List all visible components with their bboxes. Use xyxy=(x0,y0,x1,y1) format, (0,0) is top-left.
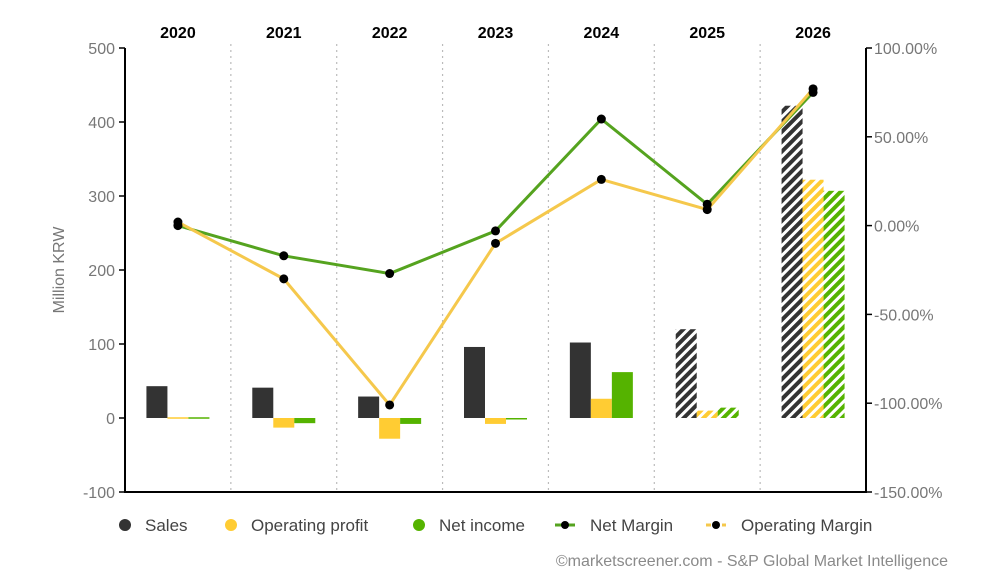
legend-swatch-icon xyxy=(225,519,237,531)
legend-item[interactable]: Net Margin xyxy=(555,516,673,535)
operating-margin-point[interactable] xyxy=(173,217,183,227)
left-tick-label: -100 xyxy=(83,485,115,502)
operating-profit-bar[interactable] xyxy=(590,398,612,418)
left-tick-label: 100 xyxy=(88,337,115,354)
net-margin-point[interactable] xyxy=(279,251,289,261)
sales-bar[interactable] xyxy=(781,105,803,418)
legend-swatch-icon xyxy=(119,519,131,531)
grid-layer xyxy=(230,44,761,492)
left-tick-label: 300 xyxy=(88,189,115,206)
legend-label: Sales xyxy=(145,516,188,535)
legend-swatch-icon xyxy=(413,519,425,531)
net-income-bar[interactable] xyxy=(400,418,422,424)
left-tick-label: 400 xyxy=(88,115,115,132)
operating-margin-point[interactable] xyxy=(385,400,395,410)
net-margin-point[interactable] xyxy=(385,269,395,279)
legend-layer: Sales Operating profit Net income Net Margi… xyxy=(119,516,872,535)
net-margin-point[interactable] xyxy=(491,226,500,236)
y-axis-title: Million KRW xyxy=(51,226,68,314)
right-tick-label: 0.00% xyxy=(874,219,919,236)
net-income-bar[interactable] xyxy=(506,418,527,420)
operating-profit-bar[interactable] xyxy=(485,418,506,424)
year-label: 2020 xyxy=(160,25,196,42)
operating-margin-point[interactable] xyxy=(702,205,712,215)
right-tick-label: -50.00% xyxy=(874,307,934,324)
year-label: 2026 xyxy=(795,25,831,42)
right-tick-label: -150.00% xyxy=(874,485,943,502)
operating-profit-bar[interactable] xyxy=(273,418,295,428)
sales-bar[interactable] xyxy=(252,387,274,418)
sales-bar[interactable] xyxy=(358,396,380,418)
lines-layer xyxy=(173,84,818,410)
net-income-bar[interactable] xyxy=(188,417,210,419)
right-tick-label: 100.00% xyxy=(874,41,937,58)
operating-margin-point[interactable] xyxy=(596,174,606,184)
operating-profit-bar[interactable] xyxy=(696,410,718,418)
net-income-bar[interactable] xyxy=(717,407,739,418)
operating-margin-point[interactable] xyxy=(279,274,289,284)
year-label: 2021 xyxy=(266,25,302,42)
legend-item[interactable]: Sales xyxy=(119,516,188,535)
right-tick-label: -100.00% xyxy=(874,396,943,413)
legend-label: Net Margin xyxy=(590,516,673,535)
sales-bar[interactable] xyxy=(146,386,168,418)
year-label: 2024 xyxy=(584,25,620,42)
operating-profit-bar[interactable] xyxy=(167,417,189,419)
net-income-bar[interactable] xyxy=(611,372,633,418)
legend-item[interactable]: Operating profit xyxy=(225,516,368,535)
legend-label: Operating Margin xyxy=(741,516,872,535)
legend-label: Net income xyxy=(439,516,525,535)
legend-marker-icon xyxy=(561,521,569,529)
net-income-bar[interactable] xyxy=(294,418,316,424)
labels-layer: -100 0 100 200 300 400 500 100.00% 50.00% 0.00% -5… xyxy=(51,25,943,502)
credit-text: ©marketscreener.com - S&P Global Market … xyxy=(556,553,948,570)
year-label: 2022 xyxy=(372,25,408,42)
bars-layer xyxy=(146,105,845,439)
legend-marker-icon xyxy=(712,521,720,529)
right-tick-label: 50.00% xyxy=(874,130,928,147)
year-label: 2025 xyxy=(689,25,725,42)
operating-profit-bar[interactable] xyxy=(379,418,401,439)
operating-profit-bar[interactable] xyxy=(802,179,824,418)
net-income-bar[interactable] xyxy=(823,190,845,418)
sales-bar[interactable] xyxy=(675,329,697,418)
legend-item[interactable]: Operating Margin xyxy=(706,516,872,535)
legend-item[interactable]: Net income xyxy=(413,516,525,535)
operating-margin-point[interactable] xyxy=(491,238,500,248)
operating-margin-point[interactable] xyxy=(808,84,818,94)
legend-label: Operating profit xyxy=(251,516,368,535)
sales-bar[interactable] xyxy=(569,342,591,418)
axes-layer xyxy=(119,47,872,493)
net-margin-point[interactable] xyxy=(596,114,606,124)
left-tick-label: 500 xyxy=(88,41,115,58)
year-label: 2023 xyxy=(478,25,514,42)
sales-bar[interactable] xyxy=(464,346,485,418)
left-tick-label: 200 xyxy=(88,263,115,280)
left-tick-label: 0 xyxy=(106,411,115,428)
